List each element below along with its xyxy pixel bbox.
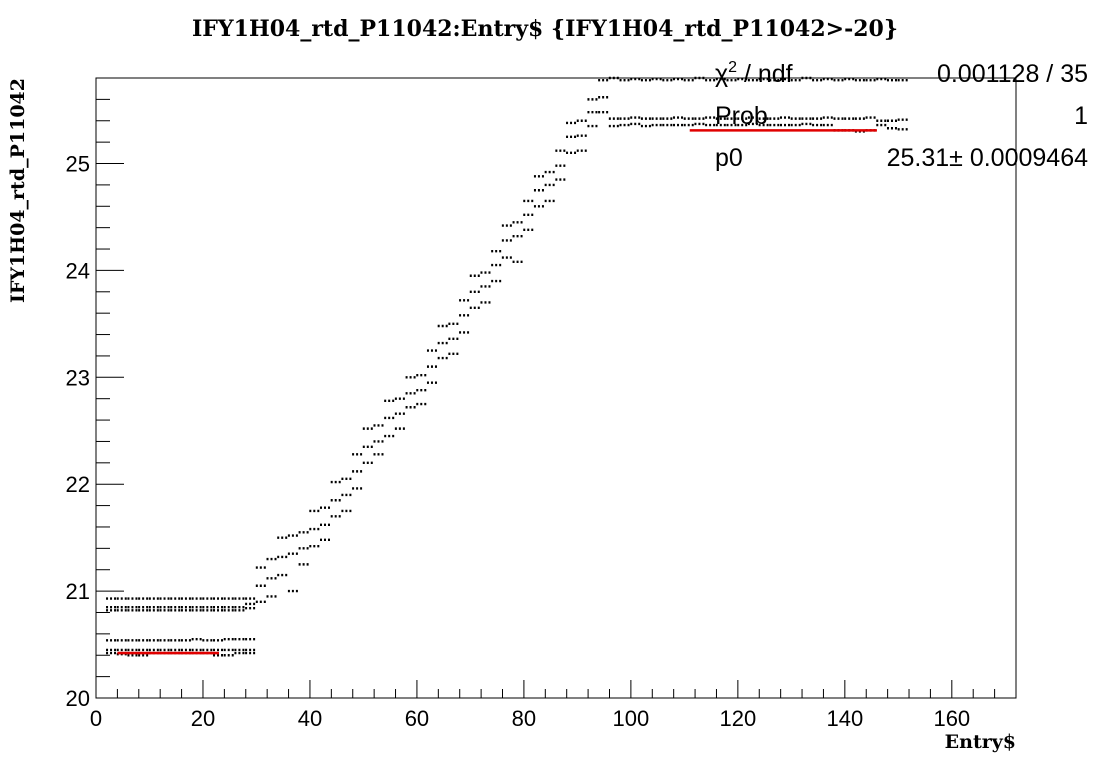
y-tick-label: 25 [66, 152, 90, 177]
x-tick-label: 100 [613, 706, 650, 731]
y-tick-label: 23 [66, 365, 90, 390]
y-axis-title: IFY1H04_rtd_P11042 [7, 78, 29, 303]
stats-prob-label: Prob [715, 102, 768, 130]
x-tick-label: 160 [933, 706, 970, 731]
stats-p0-value: 25.31± 0.0009464 [887, 144, 1089, 172]
fit-lines [117, 129, 877, 655]
plot-frame [95, 77, 1017, 699]
x-tick-label: 140 [826, 706, 863, 731]
y-tick-label: 21 [66, 579, 90, 604]
x-axis: 0 20 40 60 80 100 120 140 160 [90, 680, 1017, 731]
stats-chi2-value: 0.001128 / 35 [937, 60, 1088, 88]
x-tick-label: 120 [720, 706, 757, 731]
chart-title: IFY1H04_rtd_P11042:Entry$ {IFY1H04_rtd_P… [192, 16, 898, 42]
stats-prob-value: 1 [1074, 102, 1088, 130]
x-tick-label: 0 [90, 706, 102, 731]
x-tick-label: 60 [405, 706, 429, 731]
stats-chi2-label: χ2 / ndf [715, 59, 793, 88]
x-tick-label: 40 [298, 706, 322, 731]
x-tick-label: 80 [512, 706, 536, 731]
y-tick-label: 24 [66, 258, 90, 283]
y-axis: 20 21 22 23 24 25 [66, 77, 124, 711]
data-points [106, 76, 910, 657]
stats-box: χ2 / ndf 0.001128 / 35 Prob 1 p0 25.31± … [715, 59, 1088, 172]
x-tick-label: 20 [191, 706, 215, 731]
y-tick-label: 20 [66, 686, 90, 711]
stats-p0-label: p0 [715, 144, 743, 172]
y-tick-label: 22 [66, 472, 90, 497]
x-axis-title: Entry$ [945, 731, 1016, 753]
